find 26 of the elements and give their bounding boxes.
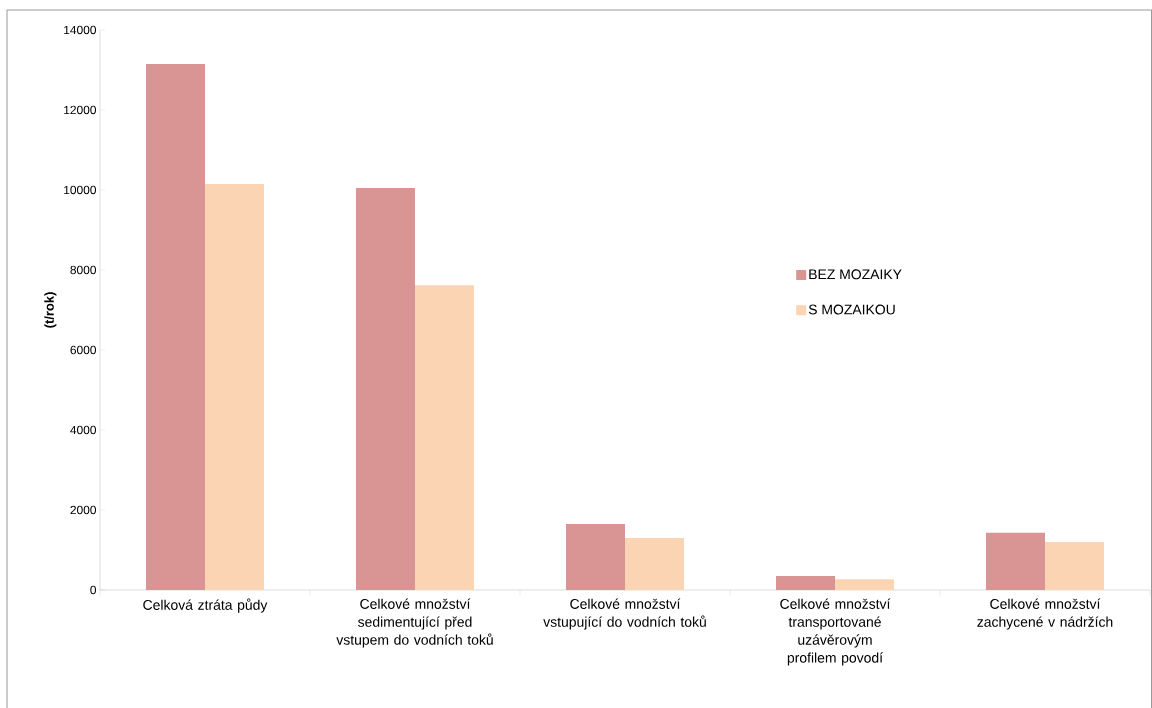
bar: [776, 576, 835, 590]
legend-label: BEZ MOZAIKY: [809, 269, 902, 280]
y-tick-label: 0: [90, 585, 97, 595]
y-tick-label: 10000: [64, 185, 97, 195]
bar: [415, 285, 474, 590]
bar: [205, 183, 264, 590]
y-tick-label: 14000: [64, 25, 97, 35]
y-axis-title: (t/rok): [44, 292, 57, 328]
y-tick-label: 12000: [64, 105, 97, 115]
y-tick-label: 4000: [70, 425, 97, 435]
bar: [625, 538, 684, 590]
bar: [566, 524, 625, 590]
y-tick-label: 6000: [70, 345, 97, 355]
x-tick-label: Celková ztráta půdy: [143, 598, 268, 613]
legend-label: S MOZAIKOU: [808, 304, 895, 315]
bar: [1045, 542, 1104, 590]
bar: [986, 532, 1045, 590]
x-tick-label: Celkové množství sedimentující před vstupem do vodních toků: [336, 598, 493, 648]
x-tick-label: Celkové množství transportované uzávěrovým profilem povodí: [780, 598, 891, 666]
y-tick-label: 2000: [70, 505, 97, 515]
bar: [356, 187, 415, 590]
x-tick-label: Celkové množství zachycené v nádržích: [977, 598, 1113, 630]
y-tick-label: 8000: [70, 265, 97, 275]
bar: [835, 579, 894, 590]
bar: [146, 63, 205, 590]
x-tick-label: Celkové množství vstupující do vodních toků: [543, 598, 706, 630]
